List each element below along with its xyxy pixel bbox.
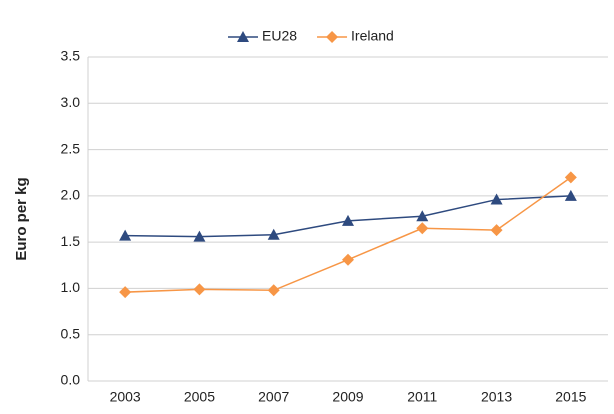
y-tick-label: 0.0: [61, 372, 81, 388]
x-tick-label: 2009: [332, 389, 363, 405]
y-axis-label: Euro per kg: [13, 177, 30, 260]
triangle-marker: [119, 229, 132, 241]
diamond-marker: [267, 284, 280, 297]
triangle-marker: [267, 228, 280, 240]
triangle-marker: [237, 31, 249, 42]
y-tick-label: 2.0: [61, 187, 81, 203]
x-tick-label: 2007: [258, 389, 289, 405]
diamond-marker: [342, 253, 354, 266]
triangle-marker: [416, 210, 429, 222]
y-tick-label: 0.5: [61, 325, 81, 341]
diamond-marker: [119, 286, 132, 299]
triangle-marker: [564, 189, 577, 201]
diamond-marker: [416, 222, 429, 235]
triangle-marker: [490, 193, 503, 205]
x-tick-label: 2003: [110, 389, 141, 405]
legend-label: Ireland: [351, 28, 394, 44]
triangle-marker: [342, 214, 354, 226]
diamond-marker: [193, 283, 206, 296]
diamond-marker: [564, 171, 577, 184]
y-tick-label: 3.5: [61, 48, 81, 64]
diamond-marker: [490, 224, 503, 237]
x-tick-label: 2011: [407, 389, 437, 405]
y-tick-label: 1.0: [61, 279, 81, 295]
legend-label: EU28: [262, 28, 297, 44]
triangle-marker: [193, 230, 206, 242]
x-tick-label: 2015: [555, 389, 586, 405]
y-tick-label: 2.5: [61, 140, 81, 156]
diamond-marker: [326, 31, 339, 43]
x-tick-label: 2005: [184, 389, 215, 405]
series-line: [125, 176, 572, 293]
y-tick-label: 1.5: [61, 233, 81, 249]
x-tick-label: 2013: [481, 389, 512, 405]
y-tick-label: 3.0: [61, 94, 81, 110]
